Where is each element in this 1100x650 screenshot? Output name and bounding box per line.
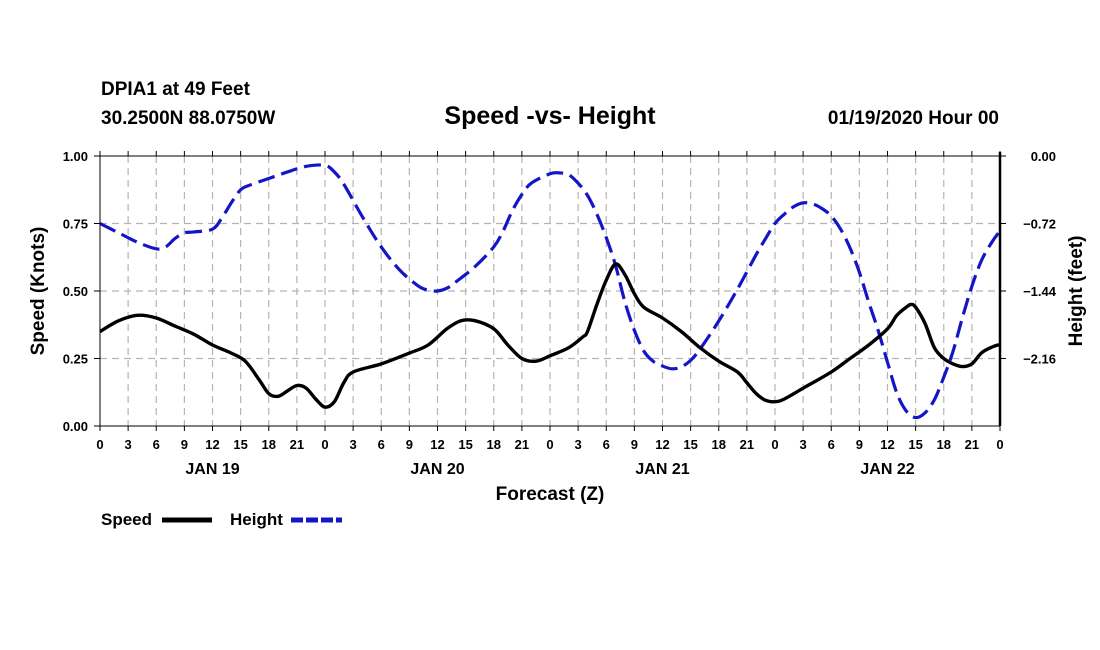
x-tick-label: 3: [350, 437, 357, 452]
x-tick-label: 0: [321, 437, 328, 452]
x-tick-label: 21: [965, 437, 979, 452]
x-tick-label: 15: [683, 437, 697, 452]
x-axis-title: Forecast (Z): [496, 484, 605, 505]
x-tick-label: 12: [205, 437, 219, 452]
x-tick-label: 12: [430, 437, 444, 452]
y-right-tick-label: −2.16: [1023, 352, 1056, 367]
x-tick-label: 0: [546, 437, 553, 452]
legend: Speed Height: [101, 510, 342, 529]
x-tick-label: 0: [771, 437, 778, 452]
y-right-axis-title: Height (feet): [1066, 236, 1087, 347]
grid-lines: [100, 156, 1000, 426]
legend-speed-label: Speed: [101, 510, 152, 529]
x-tick-label: 6: [828, 437, 835, 452]
x-tick-label: 9: [631, 437, 638, 452]
axes: 0.00 0.25 0.50 0.75 1.00 0.00 −0.72 −1.44 −2.16 0…: [63, 149, 1057, 478]
chart-title: Speed -vs- Height: [444, 102, 656, 130]
height-series-line: [100, 163, 1000, 420]
x-tick-label: 3: [125, 437, 132, 452]
x-tick-label: 0: [96, 437, 103, 452]
y-left-tick-label: 0.00: [63, 419, 88, 434]
day-label: JAN 22: [860, 461, 914, 478]
y-left-tick-label: 1.00: [63, 149, 88, 164]
speed-series-line: [100, 262, 1000, 409]
x-tick-label: 18: [487, 437, 501, 452]
day-label: JAN 20: [410, 461, 464, 478]
x-tick-label: 15: [233, 437, 247, 452]
y-left-axis-title: Speed (Knots): [28, 227, 49, 356]
x-tick-label: 21: [515, 437, 529, 452]
x-tick-label: 9: [856, 437, 863, 452]
x-tick-label: 9: [181, 437, 188, 452]
coordinates-label: 30.2500N 88.0750W: [101, 108, 275, 129]
x-tick-label: 0: [996, 437, 1003, 452]
x-tick-label: 18: [262, 437, 276, 452]
x-tick-label: 15: [458, 437, 472, 452]
x-tick-label: 15: [908, 437, 922, 452]
x-tick-label: 6: [378, 437, 385, 452]
y-right-tick-label: −1.44: [1023, 284, 1057, 299]
y-left-tick-label: 0.25: [63, 352, 88, 367]
x-tick-label: 12: [655, 437, 669, 452]
x-tick-label: 18: [712, 437, 726, 452]
x-tick-label: 6: [603, 437, 610, 452]
day-label: JAN 19: [185, 461, 239, 478]
x-tick-label: 12: [880, 437, 894, 452]
day-label: JAN 21: [635, 461, 689, 478]
y-left-tick-label: 0.75: [63, 217, 88, 232]
x-tick-label: 3: [800, 437, 807, 452]
x-tick-label: 3: [575, 437, 582, 452]
legend-height-label: Height: [230, 510, 283, 529]
y-right-tick-label: 0.00: [1031, 149, 1056, 164]
x-tick-label: 21: [740, 437, 754, 452]
x-tick-label: 18: [937, 437, 951, 452]
x-tick-label: 9: [406, 437, 413, 452]
y-left-tick-label: 0.50: [63, 284, 88, 299]
y-right-tick-label: −0.72: [1023, 217, 1056, 232]
forecast-datetime: 01/19/2020 Hour 00: [828, 108, 999, 129]
x-tick-label: 21: [290, 437, 304, 452]
station-label: DPIA1 at 49 Feet: [101, 79, 251, 100]
x-tick-label: 6: [153, 437, 160, 452]
